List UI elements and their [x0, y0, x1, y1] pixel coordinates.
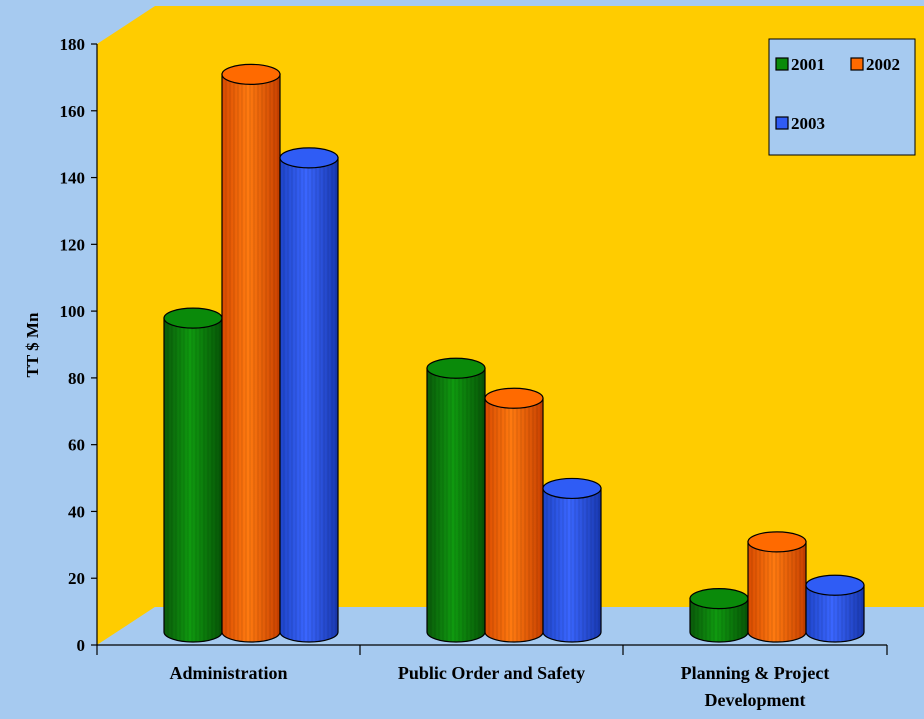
y-tick-label: 0	[77, 636, 86, 655]
bar	[426, 357, 486, 643]
legend-swatch	[850, 57, 864, 71]
y-tick-label: 20	[68, 569, 85, 588]
bar-top	[221, 63, 281, 86]
legend-label: 2002	[866, 55, 900, 74]
x-category-label: Administration	[169, 663, 287, 683]
legend-swatch	[775, 57, 789, 71]
bar-body	[279, 157, 339, 643]
legend-label: 2001	[791, 55, 825, 74]
bar-body	[747, 541, 807, 643]
bar-top	[279, 147, 339, 169]
y-tick-label: 180	[60, 35, 86, 54]
y-tick-label: 80	[68, 369, 85, 388]
legend-label: 2003	[791, 114, 825, 133]
x-category-label: Planning & Project Development	[681, 663, 830, 710]
bar	[747, 531, 807, 643]
bar-body	[484, 397, 544, 643]
bar	[163, 307, 223, 643]
y-tick-label: 140	[60, 169, 86, 188]
y-tick-label: 100	[60, 302, 86, 321]
y-tick-label: 60	[68, 436, 85, 455]
bar-body	[805, 584, 865, 643]
bar-body	[542, 487, 602, 643]
y-axis-title: TT $ Mn	[23, 312, 42, 377]
legend-box	[768, 38, 916, 156]
bar-body	[221, 73, 281, 643]
bar-top	[689, 588, 749, 610]
bar	[689, 588, 749, 643]
bar-body	[689, 598, 749, 643]
x-category-label: Public Order and Safety	[398, 663, 585, 683]
bar-top	[747, 531, 807, 553]
legend-swatch	[775, 116, 789, 130]
bar-top	[163, 307, 223, 329]
bar-body	[163, 317, 223, 643]
y-tick-label: 160	[60, 102, 86, 121]
legend: 2001 2002 2003	[768, 38, 916, 156]
y-tick-label: 120	[60, 235, 86, 254]
bar	[805, 574, 865, 643]
bar	[279, 147, 339, 643]
bar-top	[805, 574, 865, 596]
y-tick-label: 40	[68, 502, 85, 521]
bar-body	[426, 367, 486, 643]
bar	[484, 387, 544, 643]
bar-top	[426, 357, 486, 379]
bar	[542, 477, 602, 643]
bar-top	[542, 477, 602, 500]
bar-top	[484, 387, 544, 409]
bar	[221, 63, 281, 643]
